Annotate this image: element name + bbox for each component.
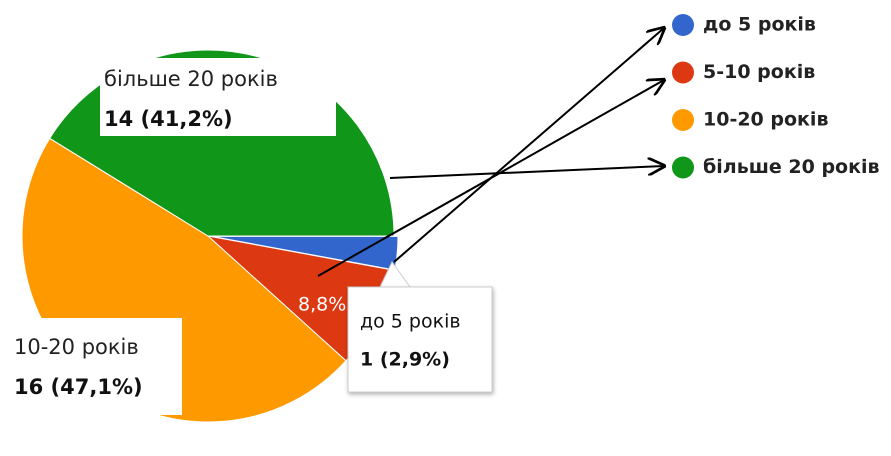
slice-label-value: 14 (41,2%) [104, 107, 233, 131]
slice-label-name: більше 20 років [104, 67, 278, 91]
legend-label: 5-10 років [703, 61, 815, 83]
arrow [393, 28, 664, 263]
legend-swatch [672, 61, 694, 84]
legend-swatch [672, 156, 694, 179]
slice-label-value: 16 (47,1%) [14, 375, 143, 399]
legend-label: 10-20 років [703, 109, 828, 131]
tooltip-box [347, 286, 493, 393]
legend-swatch [672, 109, 694, 131]
label-box [8, 318, 182, 415]
slice-labels: більше 20 років 14 (41,2%) 10-20 років 16 (… [8, 58, 493, 415]
legend-label: до 5 років [703, 14, 816, 36]
arrow [317, 80, 664, 277]
label-box [100, 58, 336, 136]
legend-swatch [672, 14, 694, 36]
slice-label-name: 10-20 років [14, 335, 139, 359]
slice-label-value: 8,8% [298, 294, 346, 316]
legend-label: більше 20 років [703, 156, 880, 178]
tooltip-name: до 5 років [360, 311, 461, 333]
arrow [389, 166, 664, 179]
legend: до 5 років 5-10 років 10-20 років більше 20… [672, 14, 880, 179]
tooltip-value: 1 (2,9%) [360, 349, 450, 371]
annotation-arrows [317, 28, 664, 277]
